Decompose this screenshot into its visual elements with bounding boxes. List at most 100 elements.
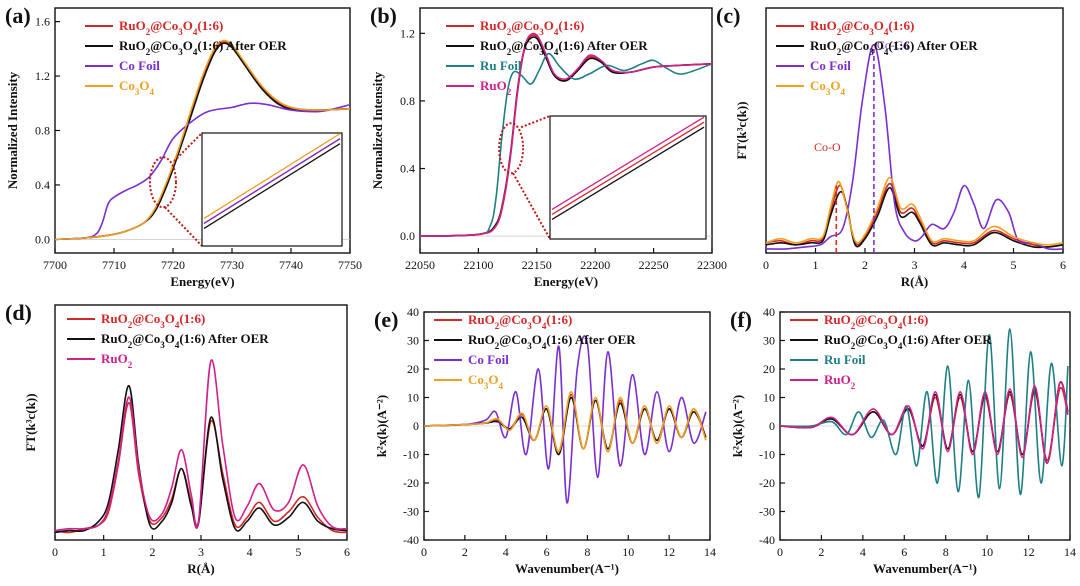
y-axis-label: FT(k³c(k)): [734, 101, 749, 159]
x-tick-label: 3: [198, 545, 204, 559]
x-tick-label: 10: [981, 545, 993, 559]
annotation-label: Co-Co: [877, 38, 909, 52]
y-tick-label: 40: [407, 305, 419, 319]
legend-label: RuO2@Co3O4(1:6): [119, 18, 223, 37]
x-axis-label: Energy(eV): [170, 274, 234, 289]
x-tick-label: 6: [901, 545, 907, 559]
y-tick-label: -30: [403, 505, 419, 519]
series-line: [780, 328, 1069, 499]
series-line: [766, 186, 1063, 249]
y-tick-label: 0.4: [35, 178, 50, 192]
zoom-circle: [148, 156, 177, 209]
panel-f: 0 2 4 6 8 10 12 14 -40 -30 -20 -10 0 10 20 30 40 Wavenumb…: [730, 305, 1076, 576]
x-tick-label: 22050: [405, 258, 435, 272]
x-tick-label: 6: [1060, 258, 1066, 272]
x-axis-label: R(Å): [901, 274, 928, 289]
x-tick-label: 22200: [580, 258, 610, 272]
panel-e: 0 2 4 6 8 10 12 14 -40 -30 -20 -10 0 10 20 30 40 Wavenumb…: [374, 305, 716, 576]
panel-label: (e): [374, 307, 398, 332]
legend-label: RuO2@Co3O4(1:6) After OER: [824, 332, 992, 351]
series-line: [55, 384, 347, 534]
legend-label: RuO2@Co3O4(1:6): [101, 311, 205, 330]
zoom-connector: [164, 206, 203, 247]
x-tick-label: 2: [818, 545, 824, 559]
x-tick-label: 5: [295, 545, 301, 559]
series-group: [780, 328, 1069, 499]
zoom-connector: [520, 115, 551, 129]
panel-c: 0 1 2 3 4 5 6 R(Å) FT(k³c(k)) (c) Co-O Co-CoRuO2@Co…: [716, 3, 1066, 289]
series-line: [424, 390, 707, 453]
x-tick-label: 2: [862, 258, 868, 272]
x-axis-label: Wavenumber(A⁻¹): [515, 561, 619, 576]
panel-d: 0 1 2 3 4 5 6R(Å)FT(k³c(k))(d) RuO2@Co3O4(1:6)R…: [5, 300, 350, 576]
y-tick-label: -40: [759, 533, 775, 547]
legend-label: Co Foil: [119, 58, 160, 73]
x-tick-label: 10: [622, 545, 634, 559]
x-tick-label: 4: [247, 545, 253, 559]
y-tick-label: 30: [763, 334, 775, 348]
x-tick-label: 7750: [338, 258, 362, 272]
inset-series-line: [203, 133, 341, 219]
series-line: [420, 32, 712, 237]
legend-label: RuO2: [824, 372, 856, 391]
inset-series-line: [203, 143, 341, 229]
y-axis-label: k²x(k)(A⁻²): [730, 395, 745, 457]
y-tick-label: 1.6: [35, 15, 50, 29]
panel-label: (d): [5, 300, 32, 325]
x-tick-label: 0: [763, 258, 769, 272]
series-line: [766, 176, 1063, 246]
y-tick-label: -10: [759, 448, 775, 462]
legend-label: Co Foil: [810, 58, 851, 73]
series-line: [55, 401, 347, 534]
legend-label: Ru Foil: [824, 352, 866, 367]
y-tick-label: -30: [759, 505, 775, 519]
y-tick-label: 20: [763, 362, 775, 376]
x-tick-label: 7720: [161, 258, 185, 272]
series-group: [55, 359, 347, 534]
panel-a: 7700 7710 7720 7730 7740 7750 0.0 0.4 0.8 1.2 1.6 E…: [5, 3, 362, 289]
legend-label: RuO2@Co3O4(1:6): [824, 312, 928, 331]
series-group: [420, 32, 712, 237]
legend-label: RuO2@Co3O4(1:6): [480, 18, 584, 37]
y-tick-label: -20: [759, 476, 775, 490]
x-tick-label: 22300: [697, 258, 727, 272]
panel-label: (c): [716, 3, 740, 28]
zoom-circle: [498, 122, 525, 175]
legend-label: RuO2: [480, 78, 512, 97]
inset-series-line: [551, 116, 705, 210]
legend-label: RuO2@Co3O4(1:6): [468, 312, 572, 331]
x-tick-label: 12: [663, 545, 675, 559]
legend-label: Co3O4: [810, 78, 846, 97]
inset-series-line: [203, 138, 341, 224]
y-tick-label: 0.0: [35, 232, 50, 246]
plot-frame: [419, 7, 713, 254]
x-tick-label: 3: [912, 258, 918, 272]
x-tick-label: 8: [943, 545, 949, 559]
legend-label: RuO2@Co3O4(1:6) After OER: [468, 332, 636, 351]
annotation-label: Co-O: [814, 140, 841, 154]
y-tick-label: 0: [769, 419, 775, 433]
x-tick-label: 2: [149, 545, 155, 559]
x-tick-label: 6: [544, 545, 550, 559]
series-line: [420, 52, 712, 237]
y-tick-label: 0.4: [400, 162, 415, 176]
x-tick-label: 5: [1011, 258, 1017, 272]
x-tick-label: 2: [462, 545, 468, 559]
y-axis-label: k²x(k)(A⁻²): [374, 395, 389, 457]
legend-label: RuO2@Co3O4(1:6) After OER: [101, 331, 269, 350]
x-tick-label: 4: [961, 258, 967, 272]
series-line: [55, 39, 350, 241]
legend-label: Co3O4: [468, 372, 504, 391]
inset-series-line: [551, 126, 705, 220]
x-axis-label: Energy(eV): [534, 274, 598, 289]
x-tick-label: 0: [421, 545, 427, 559]
series-group: [766, 43, 1063, 251]
legend-label: RuO2@Co3O4(1:6) After OER: [480, 38, 648, 57]
x-tick-label: 8: [584, 545, 590, 559]
inset-series-line: [551, 121, 705, 215]
y-axis-label: Normalized Intensity: [370, 71, 385, 189]
panel-label: (f): [730, 307, 752, 332]
x-tick-label: 22250: [639, 258, 669, 272]
